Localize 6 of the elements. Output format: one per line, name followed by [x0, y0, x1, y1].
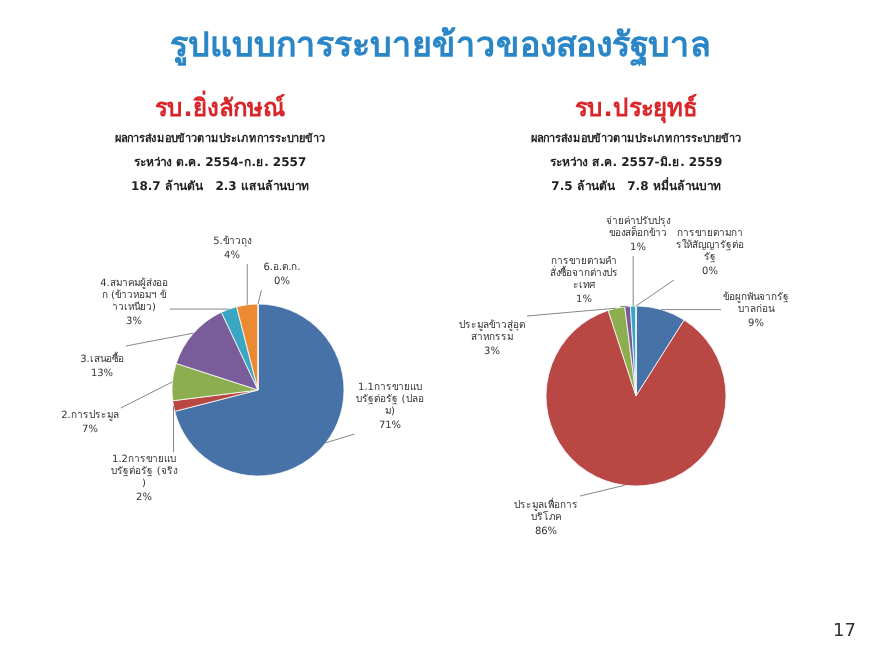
pie-slice — [545, 310, 727, 487]
chart-title: รบ.ยิ่งลักษณ์ — [155, 90, 285, 122]
chart-title: รบ.ประยุทธ์ — [575, 94, 697, 124]
text: รูปแบบการระบายข้าวของสองรัฐบาล — [170, 26, 710, 68]
text: 17 — [833, 622, 856, 642]
pie-slice — [174, 303, 345, 477]
